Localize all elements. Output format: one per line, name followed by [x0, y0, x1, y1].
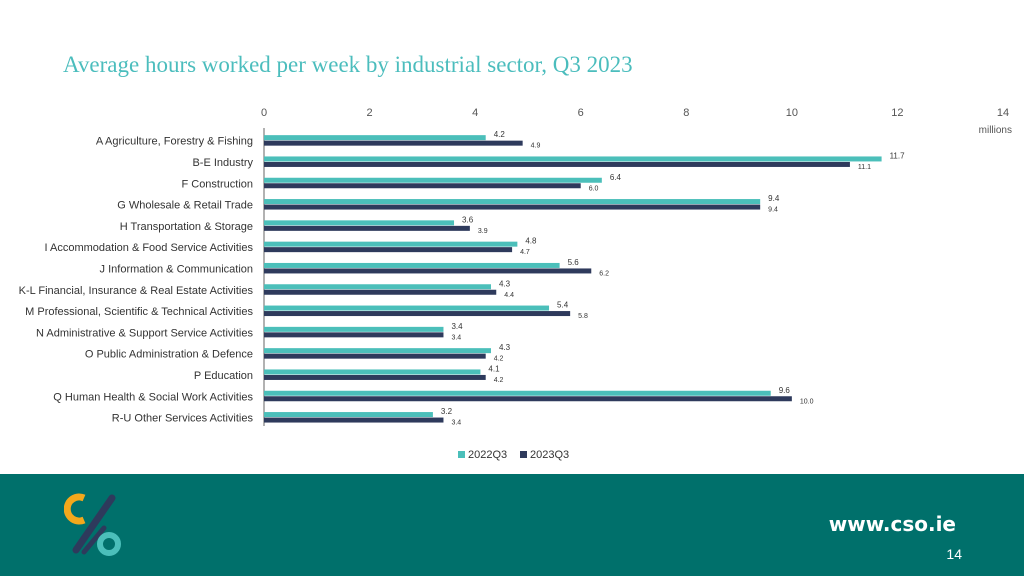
bar-chart: 0 2 4 6 8 10 12 14 millions A Agriculture, Forest… [19, 107, 1012, 461]
data-label: 4.3 [499, 279, 511, 288]
bar-2022Q3 [264, 241, 518, 247]
bar-2022Q3 [264, 305, 550, 311]
category-label: Q Human Health & Social Work Activities [53, 391, 253, 403]
data-label: 4.9 [531, 143, 541, 150]
category-label: G Wholesale & Retail Trade [117, 200, 253, 212]
bar-2023Q3 [264, 225, 470, 231]
bar-2023Q3 [264, 396, 792, 402]
page-number: 14 [946, 546, 962, 562]
bar-2022Q3 [264, 390, 771, 396]
category-label: I Accommodation & Food Service Activitie… [45, 242, 254, 254]
data-label: 5.8 [578, 313, 588, 320]
data-label: 3.4 [451, 322, 463, 331]
data-label: 3.2 [441, 407, 453, 416]
legend-label: 2023Q3 [530, 449, 569, 461]
page-title: Average hours worked per week by industr… [63, 52, 633, 77]
x-tick-label: 0 [261, 107, 267, 119]
bar-2023Q3 [264, 332, 444, 338]
bar-2022Q3 [264, 348, 491, 354]
data-label: 3.4 [451, 420, 461, 427]
bar-2023Q3 [264, 268, 592, 274]
category-label: N Administrative & Support Service Activ… [36, 327, 254, 339]
data-label: 6.0 [589, 185, 599, 192]
legend-label: 2022Q3 [468, 449, 507, 461]
category-label: M Professional, Scientific & Technical A… [25, 306, 253, 318]
data-label: 6.4 [610, 173, 622, 182]
cso-logo-icon [64, 493, 121, 556]
data-label: 3.6 [462, 215, 474, 224]
footer-bar: www.cso.ie 14 [0, 474, 1024, 576]
bar-2022Q3 [264, 284, 491, 290]
bar-2023Q3 [264, 353, 486, 359]
data-label: 5.4 [557, 301, 569, 310]
category-label: H Transportation & Storage [120, 221, 253, 233]
data-label: 4.2 [494, 377, 504, 384]
bar-2022Q3 [264, 199, 761, 205]
x-tick-label: 6 [578, 107, 584, 119]
category-label: B-E Industry [192, 157, 253, 169]
data-label: 10.0 [800, 398, 814, 405]
category-label: K-L Financial, Insurance & Real Estate A… [19, 285, 254, 297]
data-label: 5.6 [568, 258, 580, 267]
x-unit-label: millions [979, 125, 1012, 136]
x-tick-label: 10 [786, 107, 798, 119]
data-label: 9.4 [768, 194, 780, 203]
legend-swatch-2023Q3 [520, 451, 527, 458]
category-label: J Information & Communication [100, 263, 253, 275]
bar-2023Q3 [264, 161, 850, 167]
x-tick-label: 12 [891, 107, 903, 119]
data-label: 6.2 [599, 270, 609, 277]
bar-2022Q3 [264, 369, 481, 375]
data-label: 4.4 [504, 292, 514, 299]
data-label: 9.6 [779, 386, 791, 395]
data-label: 4.7 [520, 249, 530, 256]
legend-swatch-2022Q3 [458, 451, 465, 458]
x-tick-label: 2 [367, 107, 373, 119]
bar-2022Q3 [264, 177, 602, 183]
bar-2023Q3 [264, 311, 571, 317]
data-label: 4.2 [494, 130, 506, 139]
data-label: 3.4 [451, 334, 461, 341]
category-label: R-U Other Services Activities [112, 413, 254, 425]
data-label: 4.3 [499, 343, 511, 352]
category-label: O Public Administration & Defence [85, 349, 253, 361]
data-label: 11.1 [858, 164, 871, 171]
data-label: 9.4 [768, 207, 778, 214]
data-label: 4.8 [525, 237, 537, 246]
data-label: 4.1 [488, 364, 500, 373]
bar-2022Q3 [264, 220, 455, 226]
bar-2023Q3 [264, 289, 497, 295]
bar-2023Q3 [264, 183, 581, 189]
bar-2022Q3 [264, 262, 560, 268]
bar-2023Q3 [264, 140, 523, 146]
x-tick-label: 8 [683, 107, 689, 119]
bar-2022Q3 [264, 412, 433, 418]
bar-2022Q3 [264, 326, 444, 332]
bar-2023Q3 [264, 204, 761, 210]
bar-2022Q3 [264, 156, 882, 162]
category-label: P Education [194, 370, 253, 382]
bar-2023Q3 [264, 374, 486, 380]
website-url[interactable]: www.cso.ie [828, 512, 956, 536]
x-tick-label: 14 [997, 107, 1009, 119]
x-tick-label: 4 [472, 107, 478, 119]
bar-2023Q3 [264, 247, 513, 253]
data-label: 11.7 [890, 151, 906, 160]
data-label: 3.9 [478, 228, 488, 235]
category-label: A Agriculture, Forestry & Fishing [96, 136, 253, 148]
data-label: 4.2 [494, 356, 504, 363]
category-label: F Construction [181, 178, 253, 190]
bar-2023Q3 [264, 417, 444, 423]
bar-2022Q3 [264, 135, 486, 141]
